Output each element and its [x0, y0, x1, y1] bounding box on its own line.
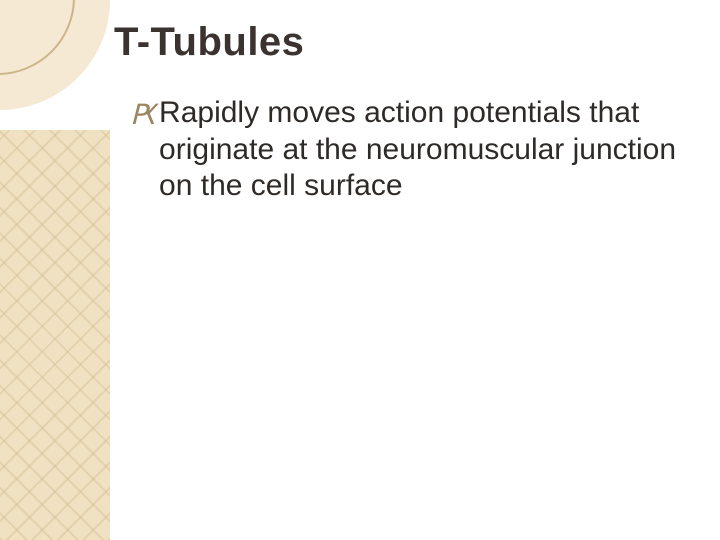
slide-body: Ԗ Rapidly moves action potentials that o… [130, 95, 690, 205]
left-decorative-band [0, 130, 110, 540]
slide: T-Tubules Ԗ Rapidly moves action potenti… [0, 0, 720, 540]
bullet-item: Ԗ Rapidly moves action potentials that o… [130, 95, 690, 205]
bullet-text: Rapidly moves action potentials that ori… [159, 95, 690, 205]
slide-title: T-Tubules [114, 20, 304, 65]
bullet-icon: Ԗ [130, 99, 155, 133]
